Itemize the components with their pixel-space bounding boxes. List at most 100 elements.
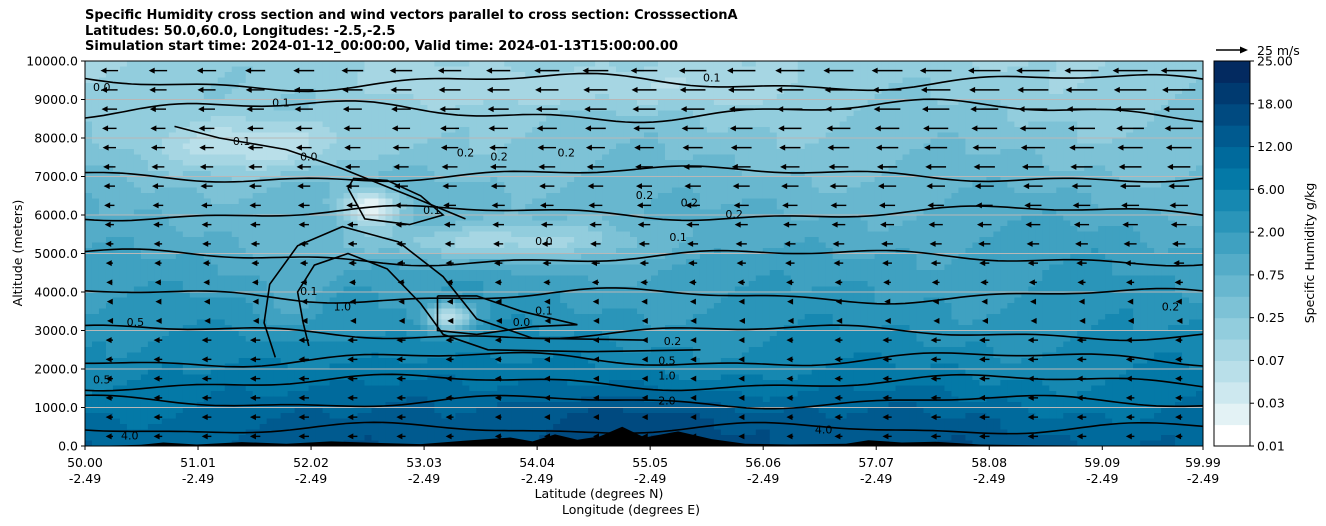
field-cell <box>259 165 268 172</box>
field-cell <box>713 198 722 205</box>
field-cell <box>630 226 638 233</box>
field-cell <box>85 99 93 106</box>
field-cell <box>308 182 317 189</box>
field-cell <box>476 165 484 172</box>
field-cell <box>504 99 512 106</box>
field-cell <box>671 149 680 156</box>
field-cell <box>1105 132 1113 139</box>
field-cell <box>1126 160 1134 167</box>
field-cell <box>525 66 533 73</box>
field-cell <box>1126 215 1134 222</box>
field-cell <box>427 209 435 216</box>
field-cell <box>490 77 498 84</box>
field-cell <box>1042 88 1050 95</box>
field-cell <box>993 88 1001 95</box>
field-cell <box>1133 110 1141 117</box>
field-cell <box>1182 72 1190 79</box>
field-cell <box>895 94 904 101</box>
field-cell <box>308 121 317 128</box>
field-cell <box>98 154 107 161</box>
field-cell <box>923 204 932 211</box>
field-cell <box>1140 132 1148 139</box>
field-cell <box>637 154 645 161</box>
field-cell <box>413 77 421 84</box>
field-cell <box>965 204 974 211</box>
field-cell <box>881 143 890 150</box>
field-cell <box>916 88 925 95</box>
field-cell <box>476 83 484 90</box>
field-cell <box>301 215 310 222</box>
field-cell <box>832 66 841 73</box>
field-cell <box>790 77 799 84</box>
field-cell <box>1049 132 1057 139</box>
field-cell <box>888 165 897 172</box>
field-cell <box>1098 209 1106 216</box>
field-cell <box>1056 105 1064 112</box>
field-cell <box>637 94 645 101</box>
field-cell <box>161 143 170 150</box>
field-cell <box>1028 209 1036 216</box>
field-cell <box>238 72 247 79</box>
field-cell <box>427 88 435 95</box>
field-cell <box>846 226 855 233</box>
field-cell <box>1021 198 1029 205</box>
field-cell <box>993 94 1001 101</box>
field-cell <box>567 138 575 145</box>
field-cell <box>245 83 254 90</box>
field-cell <box>511 61 519 68</box>
field-cell <box>1133 187 1141 194</box>
field-cell <box>539 226 547 233</box>
field-cell <box>343 215 352 222</box>
field-cell <box>98 149 107 156</box>
field-cell <box>706 209 715 216</box>
field-cell <box>895 160 904 167</box>
field-cell <box>650 132 659 139</box>
field-cell <box>140 116 149 123</box>
field-cell <box>1042 110 1050 117</box>
field-cell <box>909 132 918 139</box>
field-cell <box>462 94 470 101</box>
field-cell <box>217 182 226 189</box>
field-cell <box>532 88 540 95</box>
field-cell <box>909 143 918 150</box>
field-cell <box>196 127 205 134</box>
field-cell <box>958 105 967 112</box>
field-cell <box>91 182 100 189</box>
field-cell <box>965 176 974 183</box>
field-cell <box>539 187 547 194</box>
field-cell <box>637 160 645 167</box>
field-cell <box>881 149 890 156</box>
field-cell <box>413 116 421 123</box>
field-cell <box>972 88 980 95</box>
field-cell <box>916 182 925 189</box>
field-cell <box>623 72 631 79</box>
field-cell <box>371 66 380 73</box>
field-cell <box>203 99 212 106</box>
field-cell <box>469 132 477 139</box>
field-cell <box>322 94 331 101</box>
field-cell <box>553 149 561 156</box>
field-cell <box>1154 83 1162 90</box>
field-cell <box>1112 154 1120 161</box>
field-cell <box>322 121 331 128</box>
field-cell <box>476 61 484 68</box>
field-cell <box>930 72 939 79</box>
field-cell <box>1112 176 1120 183</box>
field-cell <box>133 193 142 200</box>
field-cell <box>923 138 932 145</box>
field-cell <box>804 105 813 112</box>
field-cell <box>720 209 729 216</box>
field-cell <box>315 193 324 200</box>
field-cell <box>497 77 505 84</box>
field-cell <box>343 83 352 90</box>
field-cell <box>567 182 575 189</box>
field-cell <box>322 220 331 227</box>
field-cell <box>797 149 806 156</box>
field-cell <box>1119 198 1127 205</box>
field-cell <box>1049 204 1057 211</box>
field-cell <box>126 226 135 233</box>
field-cell <box>979 143 987 150</box>
field-cell <box>623 149 631 156</box>
field-cell <box>1084 160 1092 167</box>
field-cell <box>944 215 953 222</box>
